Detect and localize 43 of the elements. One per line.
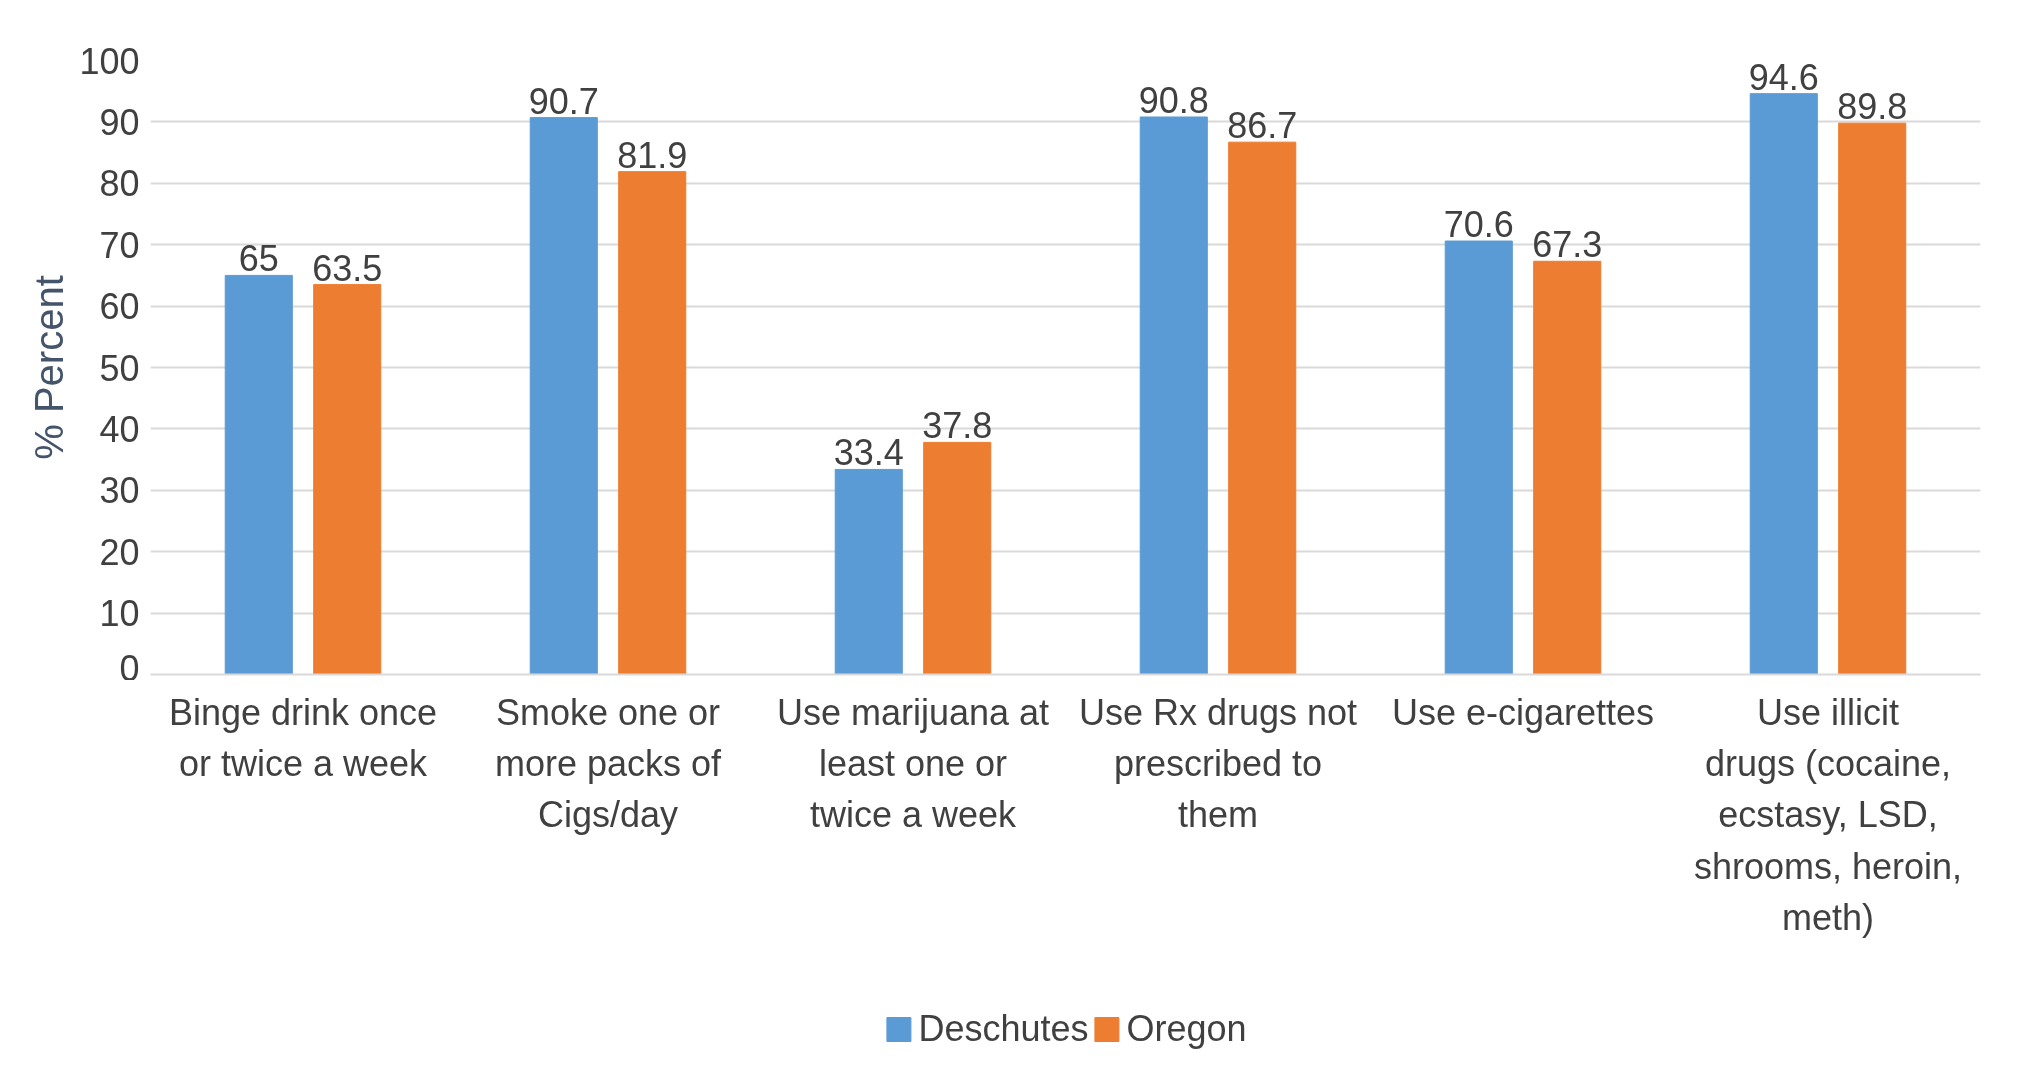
y-tick-label: 90 — [99, 101, 140, 143]
bar — [1749, 93, 1818, 675]
bar — [1444, 240, 1513, 675]
data-label: 90.7 — [528, 80, 599, 122]
y-tick-label: 20 — [99, 531, 140, 573]
bar — [834, 468, 903, 675]
bar — [224, 274, 293, 675]
data-label: 94.6 — [1748, 56, 1819, 98]
y-tick-label: 30 — [99, 470, 140, 512]
bar — [529, 117, 598, 675]
y-tick-label: 80 — [99, 163, 140, 205]
data-label: 63.5 — [312, 247, 383, 289]
data-label: 65 — [238, 238, 279, 280]
data-label: 37.8 — [922, 405, 993, 447]
y-tick-label: 100 — [79, 40, 140, 82]
bar — [1533, 260, 1602, 675]
x-tick-label: Use Rx drugs not prescribed to them — [1078, 691, 1358, 836]
y-tick-label: 70 — [99, 224, 140, 266]
x-tick-label: Smoke one or more packs of Cigs/day — [494, 691, 723, 836]
data-label: 86.7 — [1227, 105, 1298, 147]
data-label: 33.4 — [833, 432, 904, 474]
bar — [1228, 141, 1297, 675]
x-tick-label: Use e-cigarettes — [1391, 691, 1655, 733]
y-axis-title: % Percent — [27, 275, 72, 460]
data-label: 67.3 — [1532, 224, 1603, 266]
y-tick-label: 60 — [99, 286, 140, 328]
data-label: 81.9 — [617, 134, 688, 176]
data-label: 70.6 — [1443, 204, 1514, 246]
x-tick-label: Use marijuana at least one or twice a week — [776, 691, 1050, 836]
legend-label: Oregon — [1126, 1008, 1247, 1050]
bar — [1838, 122, 1907, 675]
bar — [923, 441, 992, 675]
data-label: 89.8 — [1837, 86, 1908, 128]
x-tick-label: Use illicit drugs (cocaine, ecstasy, LSD, shrooms, heroin, meth) — [1693, 691, 1963, 938]
bar — [618, 171, 687, 675]
bar — [313, 284, 382, 675]
y-tick-label: 10 — [99, 593, 140, 635]
data-label: 90.8 — [1138, 79, 1209, 121]
legend-label: Deschutes — [918, 1008, 1089, 1050]
y-tick-label: 40 — [99, 408, 140, 450]
x-tick-label: Binge drink once or twice a week — [168, 691, 438, 785]
y-tick-label: 50 — [99, 347, 140, 389]
bar — [1139, 116, 1208, 675]
